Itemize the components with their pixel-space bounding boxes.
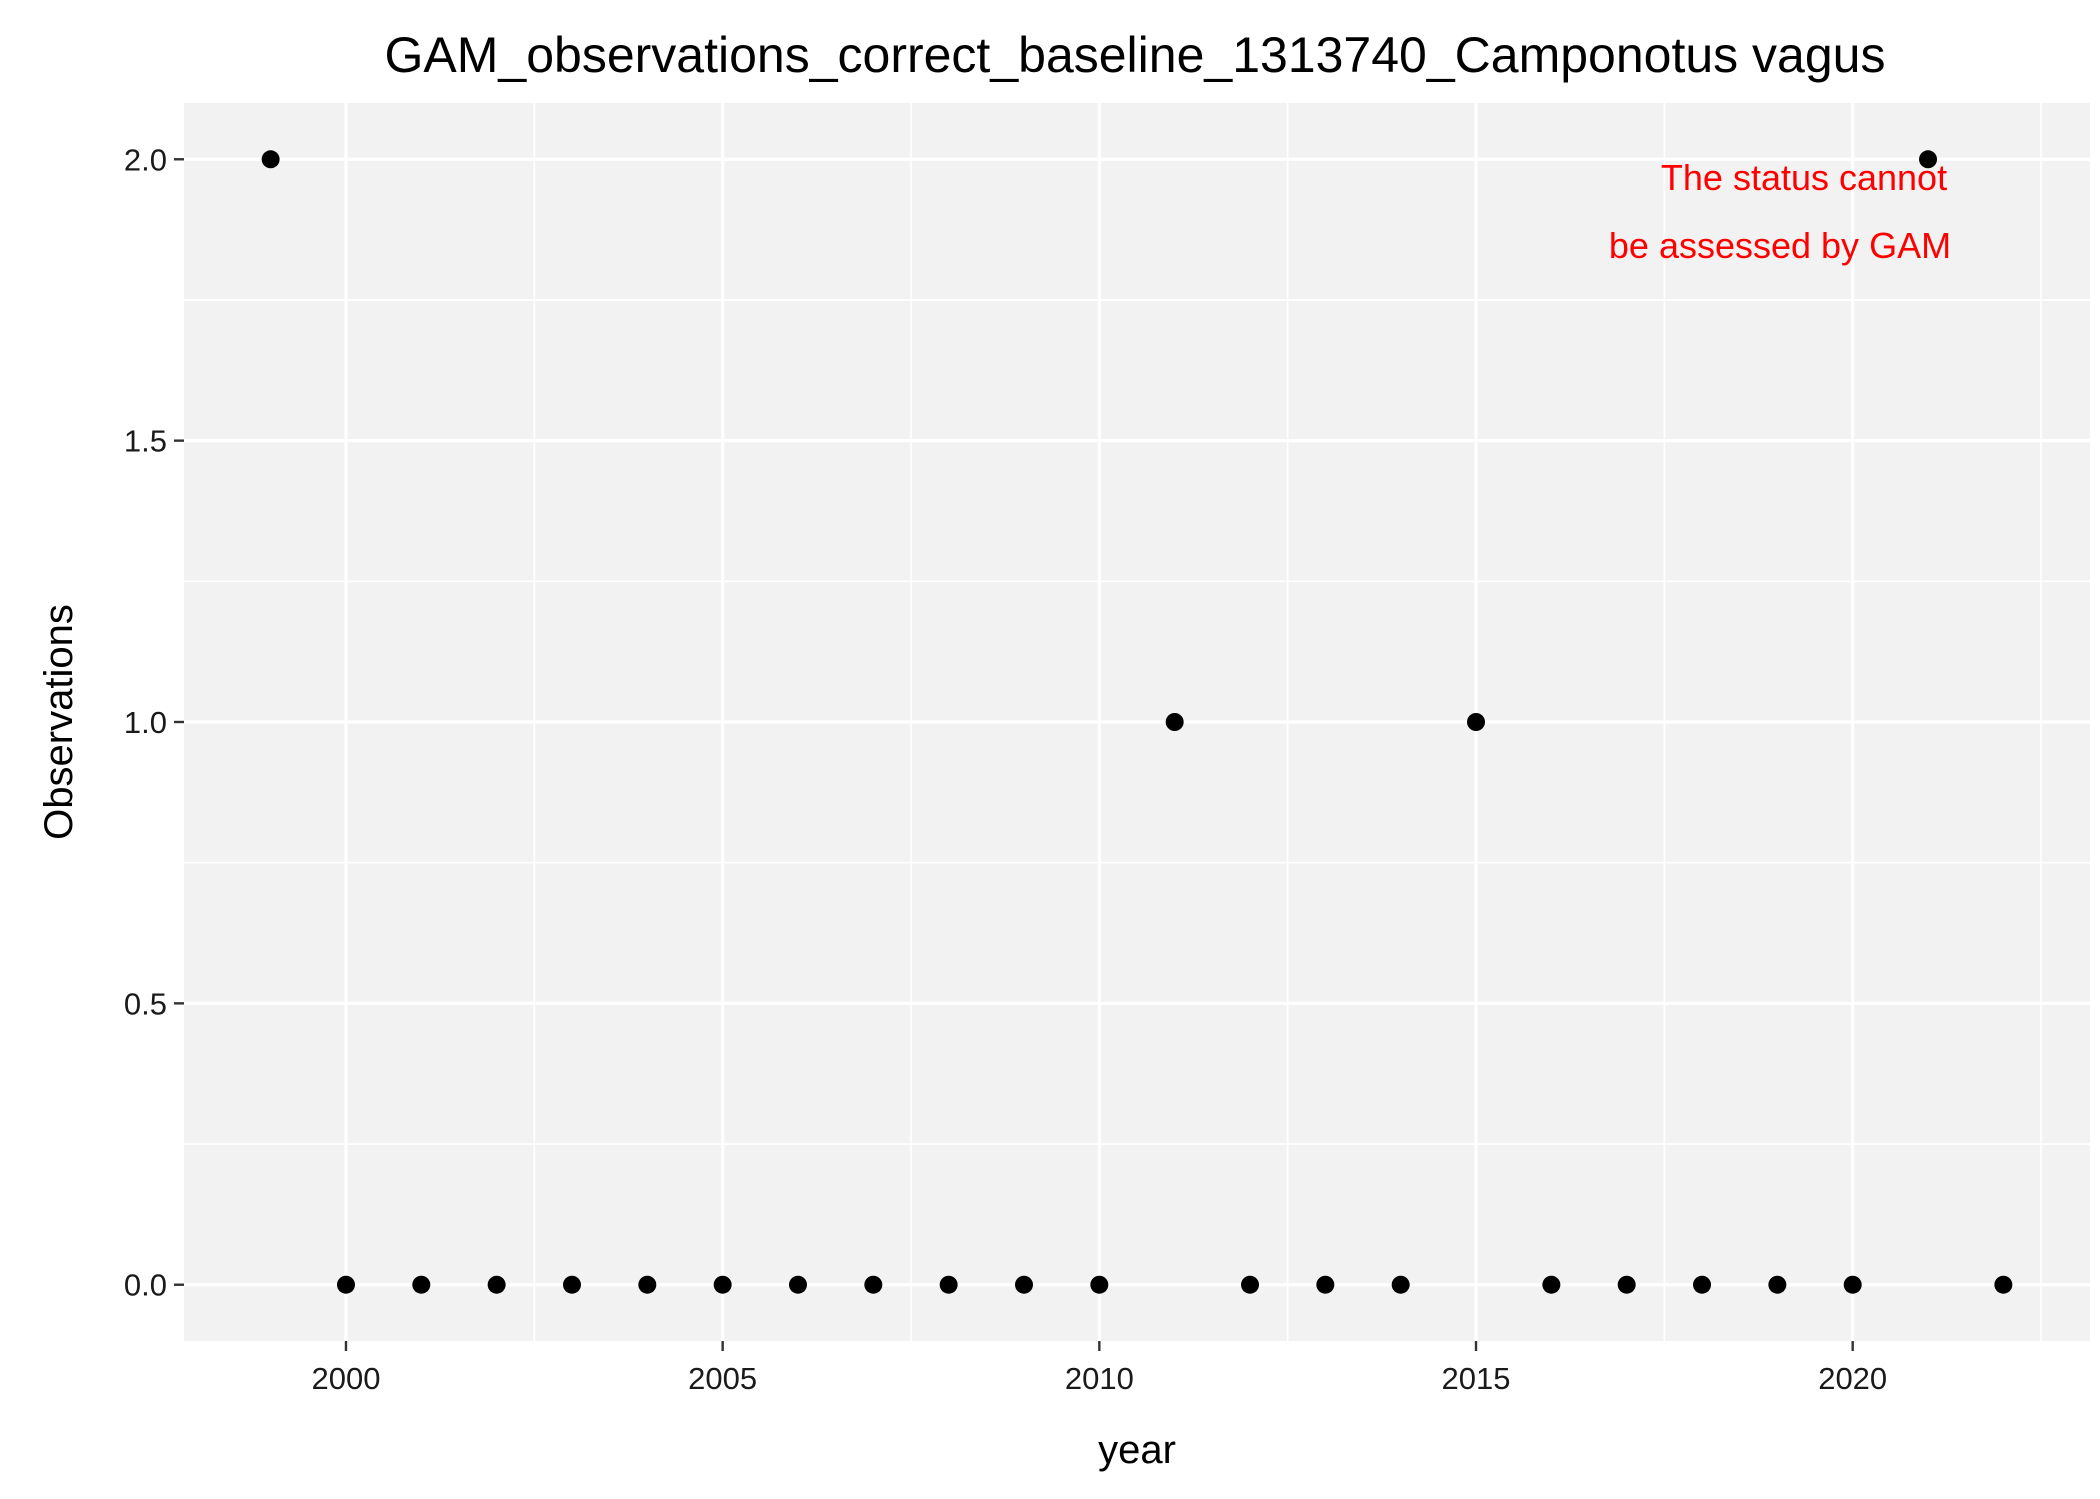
y-tick-label: 0.5 xyxy=(124,986,167,1021)
data-point xyxy=(1768,1275,1787,1294)
data-point xyxy=(864,1275,883,1294)
data-point xyxy=(638,1275,657,1294)
x-axis-title: year xyxy=(1098,1428,1176,1472)
x-tick-label: 2005 xyxy=(688,1361,757,1396)
y-axis-title: Observations xyxy=(37,604,81,840)
status-annotation-line-1: The status cannot xyxy=(1661,157,1947,198)
data-point xyxy=(1919,150,1938,169)
data-point xyxy=(1316,1275,1335,1294)
x-tick-label: 2015 xyxy=(1442,1361,1511,1396)
data-point xyxy=(939,1275,958,1294)
data-point xyxy=(562,1275,581,1294)
data-point xyxy=(788,1275,807,1294)
data-point xyxy=(1994,1275,2013,1294)
x-tick-label: 2010 xyxy=(1065,1361,1134,1396)
y-tick-label: 2.0 xyxy=(124,142,167,177)
data-point xyxy=(336,1275,355,1294)
x-tick-label: 2000 xyxy=(311,1361,380,1396)
y-axis: 0.0 0.5 1.0 1.5 2.0 xyxy=(124,142,184,1303)
data-point xyxy=(1165,713,1184,731)
chart-title: GAM_observations_correct_baseline_131374… xyxy=(385,27,1886,83)
data-point xyxy=(1241,1275,1260,1294)
major-gridlines xyxy=(184,103,2090,1341)
x-axis: 2000 2005 2010 2015 2020 xyxy=(311,1341,1887,1396)
data-point xyxy=(1542,1275,1561,1294)
status-annotation-line-2: be assessed by GAM xyxy=(1609,225,1951,266)
data-points xyxy=(261,150,2013,1294)
data-point xyxy=(1014,1275,1033,1294)
data-point xyxy=(487,1275,506,1294)
data-point xyxy=(1843,1275,1862,1294)
data-point xyxy=(1090,1275,1109,1294)
data-point xyxy=(1617,1275,1636,1294)
data-point xyxy=(1693,1275,1712,1294)
y-tick-label: 0.0 xyxy=(124,1268,167,1303)
y-tick-label: 1.0 xyxy=(124,705,167,740)
data-point xyxy=(412,1275,431,1294)
data-point xyxy=(1391,1275,1410,1294)
y-tick-label: 1.5 xyxy=(124,424,167,459)
data-point xyxy=(261,150,280,169)
x-tick-label: 2020 xyxy=(1818,1361,1887,1396)
data-point xyxy=(713,1275,732,1294)
data-point xyxy=(1467,713,1486,731)
